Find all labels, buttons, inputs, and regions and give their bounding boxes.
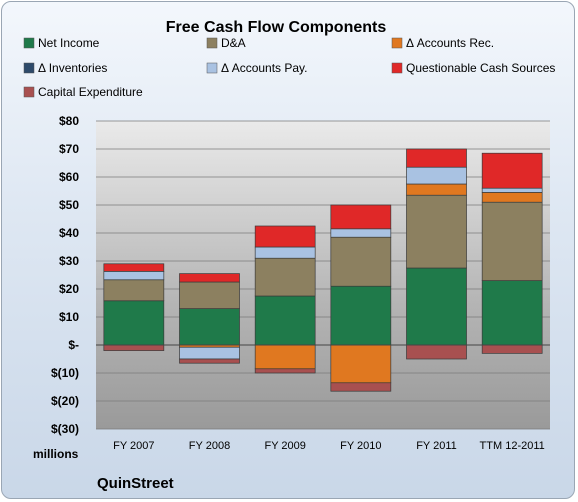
legend-label-accounts-rec: Δ Accounts Rec. [406, 36, 494, 50]
y-tick-label: $70 [59, 142, 79, 156]
bar-segment-capital-expenditure [254, 368, 316, 374]
legend-swatch-questionable-cash-sources [391, 62, 403, 74]
legend-label-net-income: Net Income [38, 36, 100, 50]
y-tick-label: $- [68, 338, 79, 352]
bar-segment-accounts-pay [254, 246, 316, 259]
bar-segment-accounts-pay [103, 271, 165, 281]
chart-title: Free Cash Flow Components [166, 19, 387, 36]
bar-segment-d-a [103, 279, 165, 302]
bar-segment-questionable-cash-sources [254, 225, 316, 248]
x-tick-label: FY 2009 [264, 440, 305, 452]
legend-swatch-capital-expenditure [23, 86, 35, 98]
plot-area [96, 121, 550, 429]
bar-segment-net-income [103, 300, 165, 346]
y-tick-label: $20 [59, 282, 79, 296]
bar-segment-accounts-rec [254, 344, 316, 370]
bar-segment-accounts-pay [481, 187, 543, 193]
legend-label-inventories: Δ Inventories [38, 61, 107, 75]
y-tick-label: $50 [59, 198, 79, 212]
bar-segment-net-income [406, 267, 467, 346]
bars [96, 148, 550, 392]
bar-segment-questionable-cash-sources [330, 204, 392, 230]
legend-label-questionable-cash-sources: Questionable Cash Sources [406, 61, 555, 75]
bar-segment-questionable-cash-sources [179, 273, 240, 283]
bar-segment-accounts-rec [481, 192, 543, 203]
y-tick-label: $(10) [51, 366, 79, 380]
bar-segment-accounts-pay [406, 166, 467, 185]
legend-swatch-net-income [23, 37, 35, 49]
bar-segment-capital-expenditure [330, 382, 392, 392]
bar-segment-d-a [406, 194, 467, 269]
bar-segment-capital-expenditure [103, 344, 165, 351]
legend-swatch-accounts-pay [206, 62, 218, 74]
bar-segment-net-income [481, 280, 543, 346]
y-tick-label: $40 [59, 226, 79, 240]
bar-segment-accounts-pay [179, 346, 240, 360]
x-tick-label: FY 2010 [340, 440, 381, 452]
legend-label-accounts-pay: Δ Accounts Pay. [221, 61, 308, 75]
bar-segment-questionable-cash-sources [406, 148, 467, 168]
bar-segment-net-income [179, 308, 240, 346]
bar-segment-net-income [254, 295, 316, 346]
legend-label-d-a: D&A [221, 36, 246, 50]
y-tick-label: $10 [59, 310, 79, 324]
y-tick-label: $(30) [51, 422, 79, 436]
bar-segment-questionable-cash-sources [103, 263, 165, 272]
legend-swatch-accounts-rec [391, 37, 403, 49]
bar-segment-questionable-cash-sources [481, 152, 543, 189]
y-axis: $(30) $(20) $(10) $- $10 $20 $30 $40 $50 $60 $70 $8… [51, 114, 79, 436]
legend-swatch-d-a [206, 37, 218, 49]
bar-segment-capital-expenditure [179, 358, 240, 364]
y-tick-label: $30 [59, 254, 79, 268]
bar-segment-d-a [330, 236, 392, 287]
x-tick-label: FY 2008 [189, 440, 230, 452]
x-tick-label: FY 2007 [113, 440, 154, 452]
bar-segment-d-a [254, 257, 316, 297]
y-tick-label: $(20) [51, 394, 79, 408]
bar-segment-net-income [330, 285, 392, 346]
bar-segment-accounts-rec [406, 183, 467, 196]
bar-segment-capital-expenditure [406, 344, 467, 360]
bar-segment-capital-expenditure [481, 344, 543, 354]
x-tick-label: TTM 12-2011 [480, 440, 545, 452]
legend: Net Income D&A Δ Accounts Rec. Δ Inventorie… [23, 36, 555, 99]
legend-swatch-inventories [23, 62, 35, 74]
company-name: QuinStreet [97, 475, 174, 492]
bar-segment-accounts-pay [330, 228, 392, 238]
bar-segment-accounts-rec [330, 344, 392, 384]
legend-label-capital-expenditure: Capital Expenditure [38, 85, 143, 99]
gridlines [96, 120, 550, 430]
y-axis-unit-label: millions [33, 447, 79, 461]
x-tick-label: FY 2011 [416, 440, 457, 452]
y-tick-label: $60 [59, 170, 79, 184]
y-tick-label: $80 [59, 114, 79, 128]
bar-segment-d-a [179, 281, 240, 309]
bar-segment-d-a [481, 201, 543, 281]
x-axis: FY 2007 FY 2008 FY 2009 FY 2010 FY 2011 TTM 1… [113, 440, 545, 452]
